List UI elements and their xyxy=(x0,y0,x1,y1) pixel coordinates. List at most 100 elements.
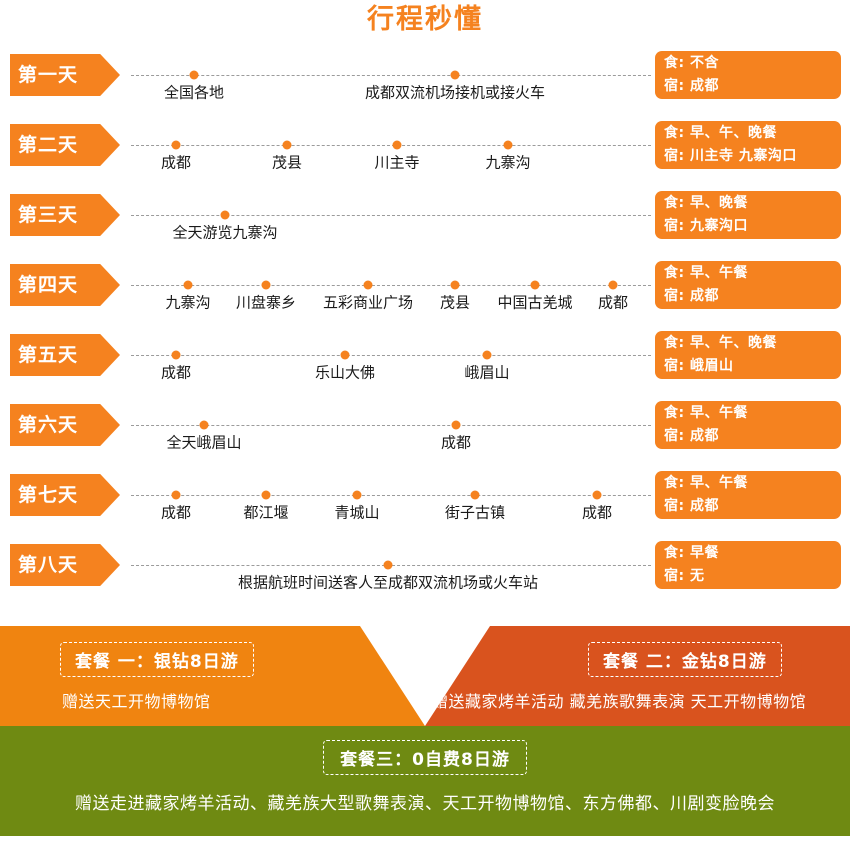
route-stop-dot-icon xyxy=(450,280,460,290)
food-info: 食: 早、午、晚餐 xyxy=(664,335,777,351)
route-stop: 五彩商业广场 xyxy=(323,280,413,312)
route-stop-label: 成都 xyxy=(160,153,192,172)
package-three-description: 赠送走进藏家烤羊活动、藏羌族大型歌舞表演、天工开物博物馆、东方佛都、川剧变脸晚会 xyxy=(75,794,775,814)
route-stop: 全天游览九寨沟 xyxy=(172,210,278,242)
day-badge-8[interactable]: 第八天 xyxy=(10,544,120,586)
route-line xyxy=(131,285,651,286)
route-stop-dot-icon xyxy=(189,70,199,80)
route-stop: 全国各地 xyxy=(164,70,224,102)
route-stop-label: 九寨沟 xyxy=(165,293,211,312)
route-line xyxy=(131,215,651,216)
route-stop-label: 根据航班时间送客人至成都双流机场或火车站 xyxy=(237,573,539,592)
package-one-panel[interactable]: 套餐 一：银钻8日游 赠送天工开物博物馆 xyxy=(0,626,425,726)
lodging-info: 宿: 成都 xyxy=(664,428,719,444)
route-stop-dot-icon xyxy=(183,280,193,290)
route-stop: 青城山 xyxy=(334,490,380,522)
package-three-title: 套餐三：0自费8日游 xyxy=(323,740,527,775)
route-stop-dot-icon xyxy=(530,280,540,290)
itinerary-timeline: 第一天 全国各地 成都双流机场接机或接火车 食: 不含 宿: 成都 第二天 成都 茂县 川主寺九… xyxy=(0,36,850,626)
packages-section: 套餐 一：银钻8日游 赠送天工开物博物馆 套餐 二：金钻8日游 赠送藏家烤羊活动… xyxy=(0,626,850,726)
route-stop-label: 川盘寨乡 xyxy=(235,293,297,312)
day-info-box: 食: 早、午餐 宿: 成都 xyxy=(655,471,841,519)
lodging-info: 宿: 成都 xyxy=(664,78,719,94)
route-stop-label: 街子古镇 xyxy=(444,503,506,522)
day-badge-5[interactable]: 第五天 xyxy=(10,334,120,376)
route-stop: 成都 xyxy=(161,350,191,382)
day-badge-2[interactable]: 第二天 xyxy=(10,124,120,166)
route-stop-dot-icon xyxy=(608,280,618,290)
package-two-title: 套餐 二：金钻8日游 xyxy=(588,642,782,677)
route-stop: 街子古镇 xyxy=(445,490,505,522)
day-row: 第五天 成都 乐山大佛 峨眉山 食: 早、午、晚餐 宿: 峨眉山 xyxy=(0,331,850,404)
route-stop-dot-icon xyxy=(220,210,230,220)
route-stop: 成都双流机场接机或接火车 xyxy=(365,70,545,102)
route-stop: 成都 xyxy=(598,280,628,312)
route-line xyxy=(131,425,651,426)
route-stop: 九寨沟 xyxy=(165,280,211,312)
route-stop: 川盘寨乡 xyxy=(236,280,296,312)
route-stop-dot-icon xyxy=(261,490,271,500)
route-stop: 成都 xyxy=(582,490,612,522)
food-info: 食: 早餐 xyxy=(664,545,719,561)
lodging-info: 宿: 成都 xyxy=(664,498,719,514)
route-line xyxy=(131,355,651,356)
route-stop-dot-icon xyxy=(363,280,373,290)
day-row: 第三天全天游览九寨沟 食: 早、晚餐 宿: 九寨沟口 xyxy=(0,191,850,264)
lodging-info: 宿: 无 xyxy=(664,568,705,584)
route-stop: 九寨沟 xyxy=(485,140,531,172)
route-stop-dot-icon xyxy=(171,140,181,150)
route-stop-dot-icon xyxy=(383,560,393,570)
food-info: 食: 早、午餐 xyxy=(664,265,748,281)
day-badge-1[interactable]: 第一天 xyxy=(10,54,120,96)
day-info-box: 食: 早、午、晚餐 宿: 川主寺 九寨沟口 xyxy=(655,121,841,169)
route-stop: 成都 xyxy=(161,140,191,172)
route-stop: 乐山大佛 xyxy=(315,350,375,382)
day-row: 第七天 成都 都江堰 青城山 街子古镇 成都 食: 早、午餐 宿: 成都 xyxy=(0,471,850,544)
route-stop-label: 中国古羌城 xyxy=(497,293,573,312)
day-badge-3[interactable]: 第三天 xyxy=(10,194,120,236)
route-stop-label: 成都 xyxy=(160,503,192,522)
route-stop: 川主寺 xyxy=(374,140,420,172)
route-stop-label: 全天游览九寨沟 xyxy=(172,223,278,242)
lodging-info: 宿: 九寨沟口 xyxy=(664,218,748,234)
page-title: 行程秒懂 xyxy=(367,4,483,35)
route-stop-dot-icon xyxy=(592,490,602,500)
day-badge-7[interactable]: 第七天 xyxy=(10,474,120,516)
route-line xyxy=(131,495,651,496)
food-info: 食: 不含 xyxy=(664,55,719,71)
route-line xyxy=(131,145,651,146)
day-info-box: 食: 早、晚餐 宿: 九寨沟口 xyxy=(655,191,841,239)
day-info-box: 食: 早、午餐 宿: 成都 xyxy=(655,401,841,449)
day-badge-6[interactable]: 第六天 xyxy=(10,404,120,446)
route-stop-label: 青城山 xyxy=(334,503,380,522)
day-info-box: 食: 早餐宿: 无 xyxy=(655,541,841,589)
day-row: 第六天全天峨眉山 成都 食: 早、午餐 宿: 成都 xyxy=(0,401,850,474)
route-stop-dot-icon xyxy=(450,70,460,80)
day-info-box: 食: 早、午餐 宿: 成都 xyxy=(655,261,841,309)
route-stop: 成都 xyxy=(441,420,471,452)
route-stop: 全天峨眉山 xyxy=(166,420,242,452)
route-stop-dot-icon xyxy=(261,280,271,290)
route-stop-dot-icon xyxy=(392,140,402,150)
lodging-info: 宿: 成都 xyxy=(664,288,719,304)
package-three-panel[interactable]: 套餐三：0自费8日游 赠送走进藏家烤羊活动、藏羌族大型歌舞表演、天工开物博物馆、… xyxy=(0,726,850,836)
route-stop: 成都 xyxy=(161,490,191,522)
day-info-box: 食: 不含宿: 成都 xyxy=(655,51,841,99)
route-stop-label: 成都 xyxy=(160,363,192,382)
day-row: 第八天根据航班时间送客人至成都双流机场或火车站 食: 早餐宿: 无 xyxy=(0,541,850,614)
route-stop-dot-icon xyxy=(282,140,292,150)
route-stop-label: 九寨沟 xyxy=(485,153,531,172)
route-line xyxy=(131,75,651,76)
day-badge-4[interactable]: 第四天 xyxy=(10,264,120,306)
route-stop: 茂县 xyxy=(440,280,470,312)
food-info: 食: 早、午、晚餐 xyxy=(664,125,777,141)
route-stop-dot-icon xyxy=(171,490,181,500)
package-two-panel[interactable]: 套餐 二：金钻8日游 赠送藏家烤羊活动 藏羌族歌舞表演 天工开物博物馆 xyxy=(425,626,850,726)
route-stop-label: 成都双流机场接机或接火车 xyxy=(364,83,546,102)
route-stop-label: 茂县 xyxy=(271,153,303,172)
route-stop-label: 全天峨眉山 xyxy=(166,433,242,452)
route-stop-dot-icon xyxy=(503,140,513,150)
route-stop-label: 峨眉山 xyxy=(464,363,510,382)
route-stop: 中国古羌城 xyxy=(497,280,573,312)
route-stop-dot-icon xyxy=(470,490,480,500)
